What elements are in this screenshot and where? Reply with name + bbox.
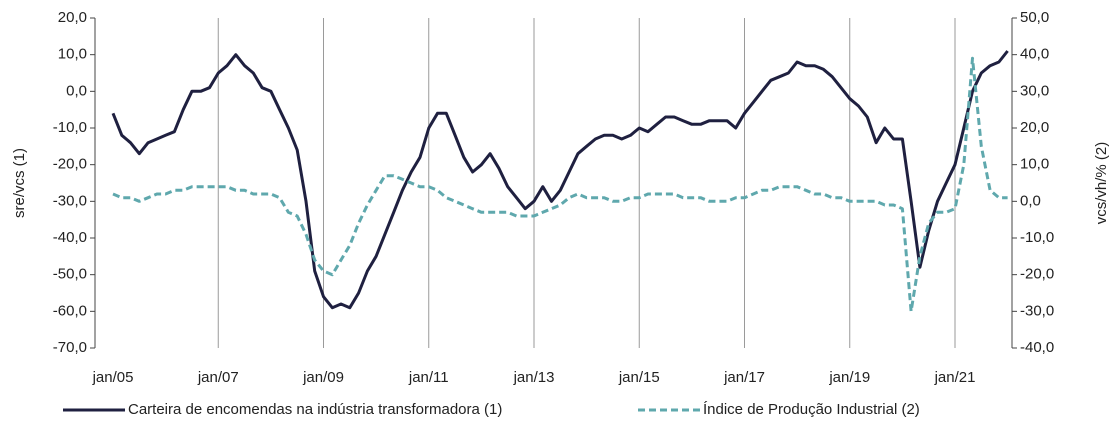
x-tick-label: jan/11 — [408, 369, 449, 386]
y-tick-label: -70,0 — [53, 339, 87, 356]
y-tick-label: -20,0 — [53, 156, 87, 173]
y-tick-label: 0,0 — [66, 82, 87, 99]
y2-tick-label: 20,0 — [1020, 119, 1049, 136]
x-tick-label: jan/05 — [92, 369, 134, 386]
x-tick-label: jan/15 — [618, 369, 660, 386]
y2-tick-label: -30,0 — [1020, 302, 1054, 319]
y2-tick-label: 40,0 — [1020, 46, 1049, 63]
y-tick-label: -50,0 — [53, 266, 87, 283]
y-tick-label: -30,0 — [53, 192, 87, 209]
y2-tick-label: -20,0 — [1020, 266, 1054, 283]
y-tick-label: -60,0 — [53, 302, 87, 319]
x-tick-label: jan/19 — [828, 369, 870, 386]
y2-tick-label: 50,0 — [1020, 9, 1049, 26]
series-line — [111, 50, 1009, 310]
x-tick-label: jan/13 — [513, 369, 555, 386]
y2-axis-title: vcs/vh/% (2) — [1093, 142, 1110, 225]
y2-tick-label: 10,0 — [1020, 156, 1049, 173]
y-tick-label: -40,0 — [53, 229, 87, 246]
x-tick-label: jan/21 — [934, 369, 976, 386]
x-tick-label: jan/17 — [723, 369, 765, 386]
y-tick-label: 10,0 — [58, 46, 87, 63]
y2-tick-label: 30,0 — [1020, 82, 1049, 99]
y-axis-title: sre/vcs (1) — [11, 148, 28, 218]
y2-tick-label: 0,0 — [1020, 192, 1041, 209]
legend-label: Carteira de encomendas na indústria tran… — [128, 401, 502, 418]
series-line — [112, 56, 1008, 313]
y-tick-label: 20,0 — [58, 9, 87, 26]
y-tick-label: -10,0 — [53, 119, 87, 136]
legend-label: Índice de Produção Industrial (2) — [703, 401, 920, 418]
x-tick-label: jan/07 — [197, 369, 239, 386]
y2-tick-label: -40,0 — [1020, 339, 1054, 356]
x-tick-label: jan/09 — [302, 369, 344, 386]
y2-tick-label: -10,0 — [1020, 229, 1054, 246]
